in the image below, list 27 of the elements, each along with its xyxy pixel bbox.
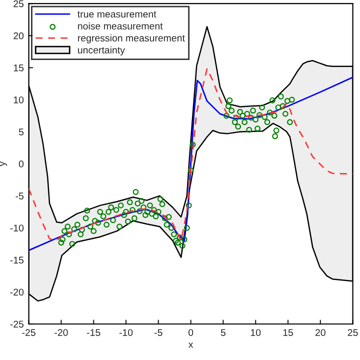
x-tick-label: -15: [87, 329, 100, 336]
y-tick-label: -25: [10, 320, 24, 328]
y-tick-label: -15: [10, 256, 24, 264]
x-tick-label: 10: [250, 329, 261, 336]
legend-label: noise measurement: [78, 22, 163, 30]
x-tick-label: -10: [119, 329, 133, 336]
y-tick-label: -20: [10, 288, 24, 296]
y-tick-label: 5: [18, 128, 24, 136]
y-tick-label: 0: [18, 160, 24, 168]
x-tick-label: 20: [315, 329, 326, 336]
y-tick-label: -5: [16, 192, 24, 200]
y-tick-label: 25: [14, 0, 24, 8]
legend-label: true measurement: [78, 11, 156, 18]
y-tick-label: 10: [14, 96, 24, 104]
x-tick-label: 15: [283, 329, 293, 336]
x-tick-label: 5: [220, 329, 226, 336]
y-tick-label: 20: [14, 32, 24, 40]
y-axis-title: y: [0, 161, 8, 166]
legend-label: regression measurement: [78, 34, 185, 44]
x-axis-title: x: [188, 342, 194, 348]
y-tick-label: 15: [14, 64, 24, 72]
x-tick-label: 0: [188, 329, 194, 336]
x-tick-label: -5: [154, 329, 162, 336]
x-tick-label: -20: [54, 329, 68, 336]
y-tick-label: -10: [10, 224, 24, 232]
x-tick-label: 25: [348, 329, 358, 336]
legend-label: uncertainty: [78, 46, 125, 56]
